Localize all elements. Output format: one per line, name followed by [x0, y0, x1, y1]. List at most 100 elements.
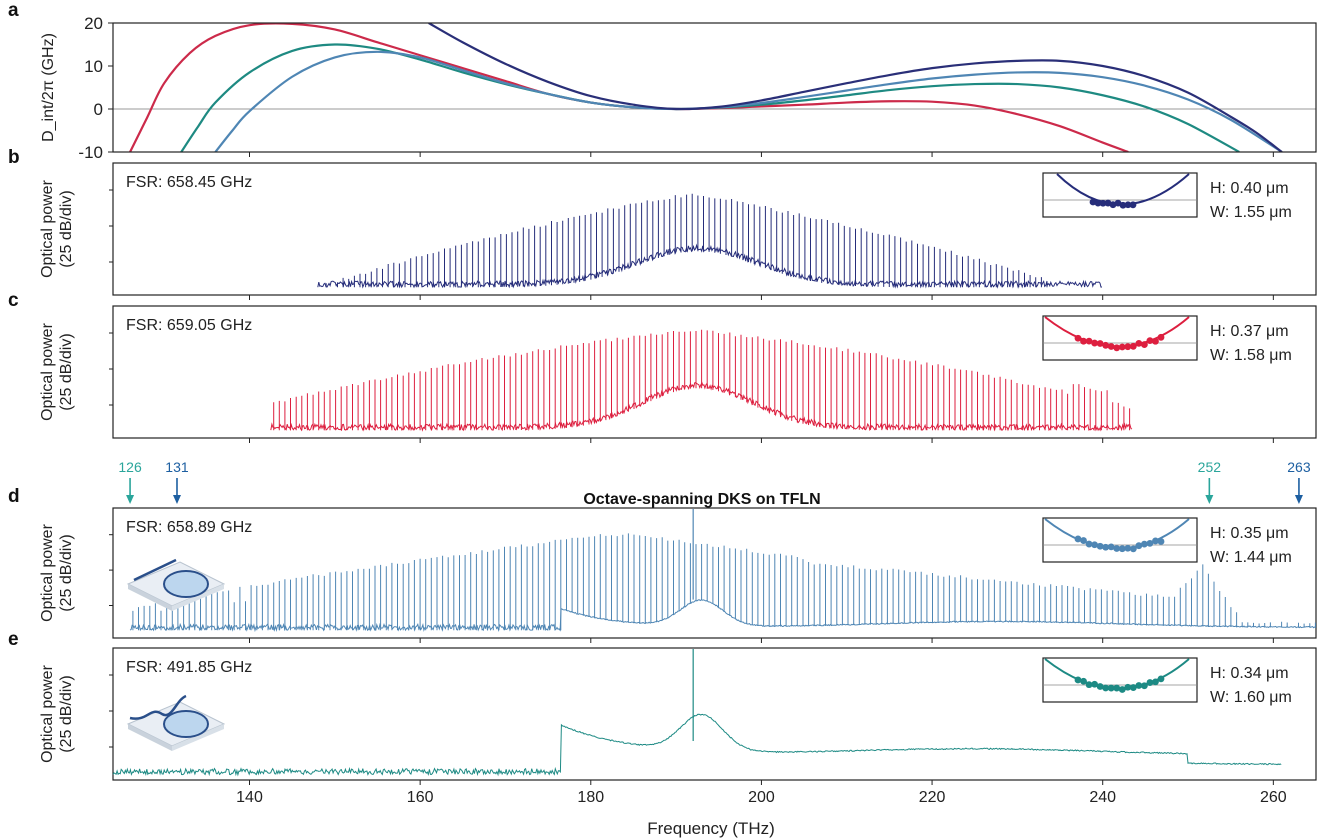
inset-point [1113, 545, 1121, 552]
panel-letter: e [8, 629, 19, 650]
inset-point [1074, 676, 1082, 684]
inset-dispersion [1042, 657, 1198, 703]
x-tick-label: 260 [1260, 789, 1287, 806]
axes-frame [112, 162, 1317, 296]
comb-lines [132, 533, 1316, 631]
inset-height-label: H: 0.34 μm [1210, 665, 1289, 682]
marker-label: 263 [1287, 459, 1311, 475]
inset-point [1074, 334, 1082, 342]
panel-d: d Optical power (25 dB/div) FSR: 658.89 GHz… [8, 459, 1317, 643]
y-axis-unit: (25 dB/div) [58, 534, 75, 611]
inset-point [1152, 537, 1159, 545]
panel-e: e Optical power (25 dB/div) 140 160 180 200 220… [8, 629, 1317, 806]
inset-height-label: H: 0.37 μm [1210, 323, 1289, 340]
ring-resonator-icon [126, 558, 226, 611]
inset-dispersion [1042, 172, 1198, 218]
inset-point [1107, 684, 1115, 692]
marker-arrow-head [172, 495, 181, 504]
panel-letter: c [8, 290, 19, 311]
marker-label: 126 [118, 459, 142, 475]
x-tick-label: 140 [236, 789, 263, 806]
inset-point [1141, 341, 1148, 348]
x-tick-label: 160 [407, 789, 434, 806]
dispersion-curve-2 [180, 43, 1240, 152]
inset-point [1124, 201, 1132, 209]
marker-label: 252 [1198, 459, 1222, 475]
inset-point [1152, 678, 1159, 686]
noise-floor [317, 243, 1103, 289]
inset-point [1113, 684, 1121, 692]
inset-point [1085, 337, 1093, 345]
inset-point [1146, 337, 1154, 345]
chip-side [128, 724, 172, 751]
panel-a: a -10 0 10 20 D_int/2π (GHz) [8, 0, 1317, 162]
fsr-label: FSR: 658.45 GHz [126, 174, 252, 191]
y-axis-label: Optical power [39, 664, 56, 762]
x-tick-label: 240 [1089, 789, 1116, 806]
inset-point [1091, 541, 1098, 549]
inset-point [1096, 683, 1104, 690]
inset-width-label: W: 1.55 μm [1210, 204, 1292, 221]
inset-point [1091, 680, 1098, 688]
chip-side [172, 584, 224, 611]
panel-c: c Optical power (25 dB/div) FSR: 659.05 GHz… [8, 290, 1317, 443]
fsr-label: FSR: 658.89 GHz [126, 519, 252, 536]
inset-point [1113, 344, 1121, 352]
inset-point [1124, 544, 1132, 552]
fsr-label: FSR: 491.85 GHz [126, 659, 252, 676]
bus-waveguide-icon [133, 558, 177, 582]
panel-letter: d [8, 486, 20, 507]
inset-dispersion [1042, 517, 1198, 563]
axes-frame [112, 305, 1317, 439]
inset-width-label: W: 1.58 μm [1210, 347, 1292, 364]
inset-point [1157, 675, 1165, 683]
inset-width-label: W: 1.60 μm [1210, 689, 1292, 706]
noise-floor [112, 713, 1282, 777]
inset-point [1129, 201, 1137, 209]
inset-point [1080, 337, 1087, 345]
inset-width-label: W: 1.44 μm [1210, 549, 1292, 566]
inset-point [1096, 542, 1104, 550]
marker-arrow-head [1294, 495, 1303, 504]
y-axis-label: Optical power [39, 179, 56, 277]
inset-point [1146, 539, 1154, 547]
inset-point [1152, 337, 1159, 345]
y-tick-label: 0 [94, 100, 103, 119]
ring-resonator-icon [126, 694, 226, 751]
panel-b: b Optical power (25 dB/div) FSR: 658.45 GHz… [8, 147, 1317, 300]
inset-point [1124, 343, 1132, 351]
inset-data-points [1089, 198, 1137, 209]
inset-point [1102, 684, 1110, 692]
inset-data-points [1074, 675, 1165, 693]
x-tick-label: 200 [748, 789, 775, 806]
inset-frame [1042, 172, 1198, 218]
inset-point [1080, 537, 1087, 544]
inset-dispersion [1042, 315, 1198, 361]
inset-point [1118, 343, 1126, 351]
y-axis-label: Optical power [39, 322, 56, 420]
fsr-label: FSR: 659.05 GHz [126, 317, 252, 334]
inset-point [1135, 339, 1143, 347]
inset-point [1141, 540, 1148, 548]
inset-point [1094, 199, 1102, 207]
comb-lines [273, 329, 1131, 431]
axes-frame [112, 647, 1317, 781]
marker-arrow-head [126, 495, 135, 504]
y-axis-unit: (25 dB/div) [58, 190, 75, 267]
dispersion-curve-1 [129, 23, 1129, 152]
pulley-waveguide-icon [129, 694, 187, 720]
noise-floor [129, 599, 1316, 633]
inset-point [1080, 677, 1087, 685]
inset-point [1157, 538, 1165, 545]
x-tick-label: 180 [577, 789, 604, 806]
inset-point [1118, 686, 1126, 693]
inset-point [1085, 540, 1093, 548]
marker-arrow-head [1205, 495, 1214, 504]
inset-frame [1042, 517, 1198, 563]
inset-point [1102, 341, 1110, 349]
inset-point [1129, 342, 1137, 350]
inset-point [1099, 199, 1107, 207]
ring-icon [163, 570, 209, 598]
inset-point [1124, 683, 1132, 691]
